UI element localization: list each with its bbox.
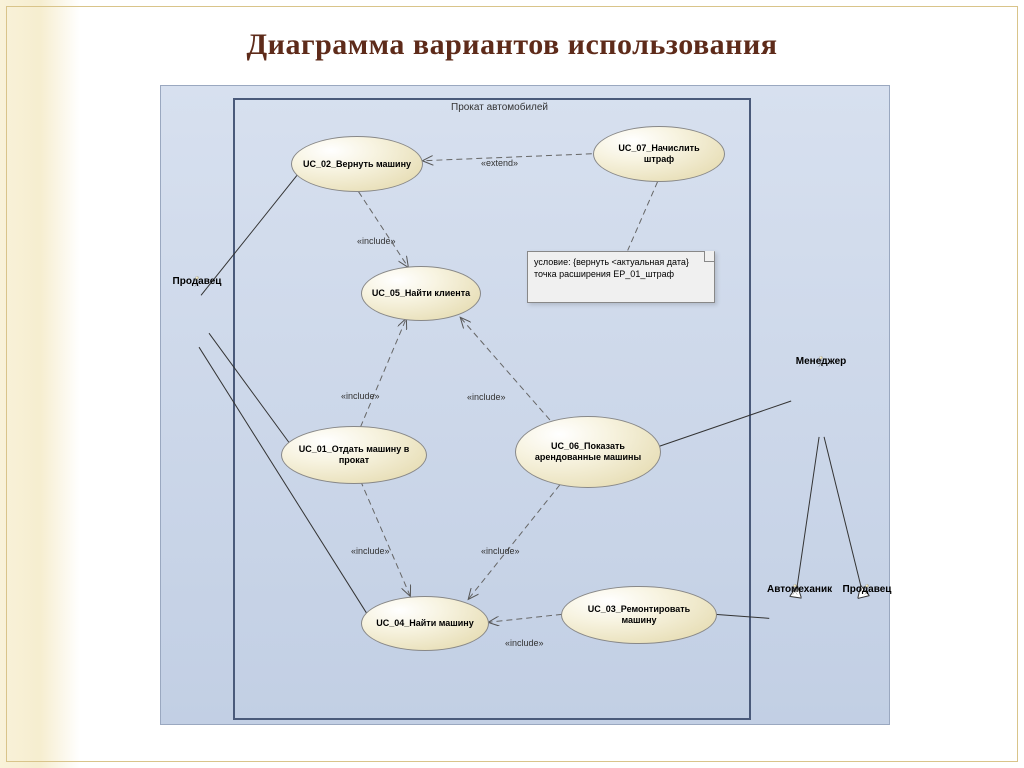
actor-seller-right: Продавец [839,584,895,595]
edge-label: «include» [481,546,520,556]
usecase-label: UC_01_Отдать машину в прокат [290,444,418,466]
usecase-uc06: UC_06_Показать арендованные машины [515,416,661,488]
usecase-label: UC_02_Вернуть машину [303,159,411,170]
usecase-label: UC_04_Найти машину [376,618,474,629]
usecase-label: UC_05_Найти клиента [372,288,470,299]
usecase-label: UC_06_Показать арендованные машины [524,441,652,463]
actor-manager: Менеджер [793,356,849,367]
edge-label: «include» [341,391,380,401]
use-case-diagram: Прокат автомобилей UC_02_Вернуть машину … [160,85,890,725]
usecase-uc01: UC_01_Отдать машину в прокат [281,426,427,484]
usecase-uc03: UC_03_Ремонтировать машину [561,586,717,644]
edge-label: «extend» [481,158,518,168]
diagram-edges [161,86,889,724]
actor-seller-left: Продавец [169,276,225,287]
edge-label: «include» [505,638,544,648]
edge-label: «include» [357,236,396,246]
usecase-label: UC_07_Начислить штраф [602,143,716,165]
edge-label: «include» [351,546,390,556]
actor-mechanic: Автомеханик [767,584,823,595]
edge-label: «include» [467,392,506,402]
slide-title: Диаграмма вариантов использования [0,28,1024,62]
usecase-uc02: UC_02_Вернуть машину [291,136,423,192]
usecase-uc04: UC_04_Найти машину [361,596,489,651]
usecase-uc05: UC_05_Найти клиента [361,266,481,321]
usecase-label: UC_03_Ремонтировать машину [570,604,708,626]
extension-note: условие: {вернуть <актуальная дата}точка… [527,251,715,303]
usecase-uc07: UC_07_Начислить штраф [593,126,725,182]
